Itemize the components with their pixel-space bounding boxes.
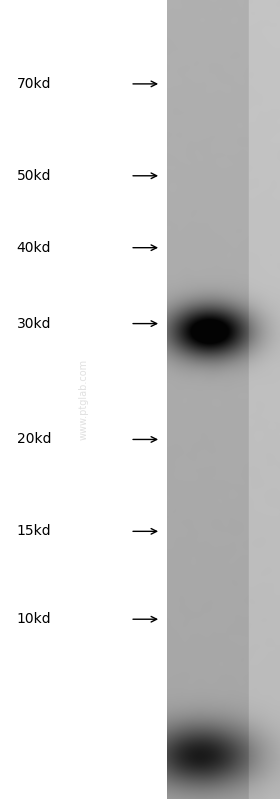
Text: 15kd: 15kd xyxy=(17,524,52,539)
Text: www.ptglab.com: www.ptglab.com xyxy=(79,359,89,440)
Text: 10kd: 10kd xyxy=(17,612,52,626)
Text: 40kd: 40kd xyxy=(17,240,51,255)
Text: 30kd: 30kd xyxy=(17,316,51,331)
Text: 50kd: 50kd xyxy=(17,169,51,183)
Text: 70kd: 70kd xyxy=(17,77,51,91)
Text: 20kd: 20kd xyxy=(17,432,51,447)
